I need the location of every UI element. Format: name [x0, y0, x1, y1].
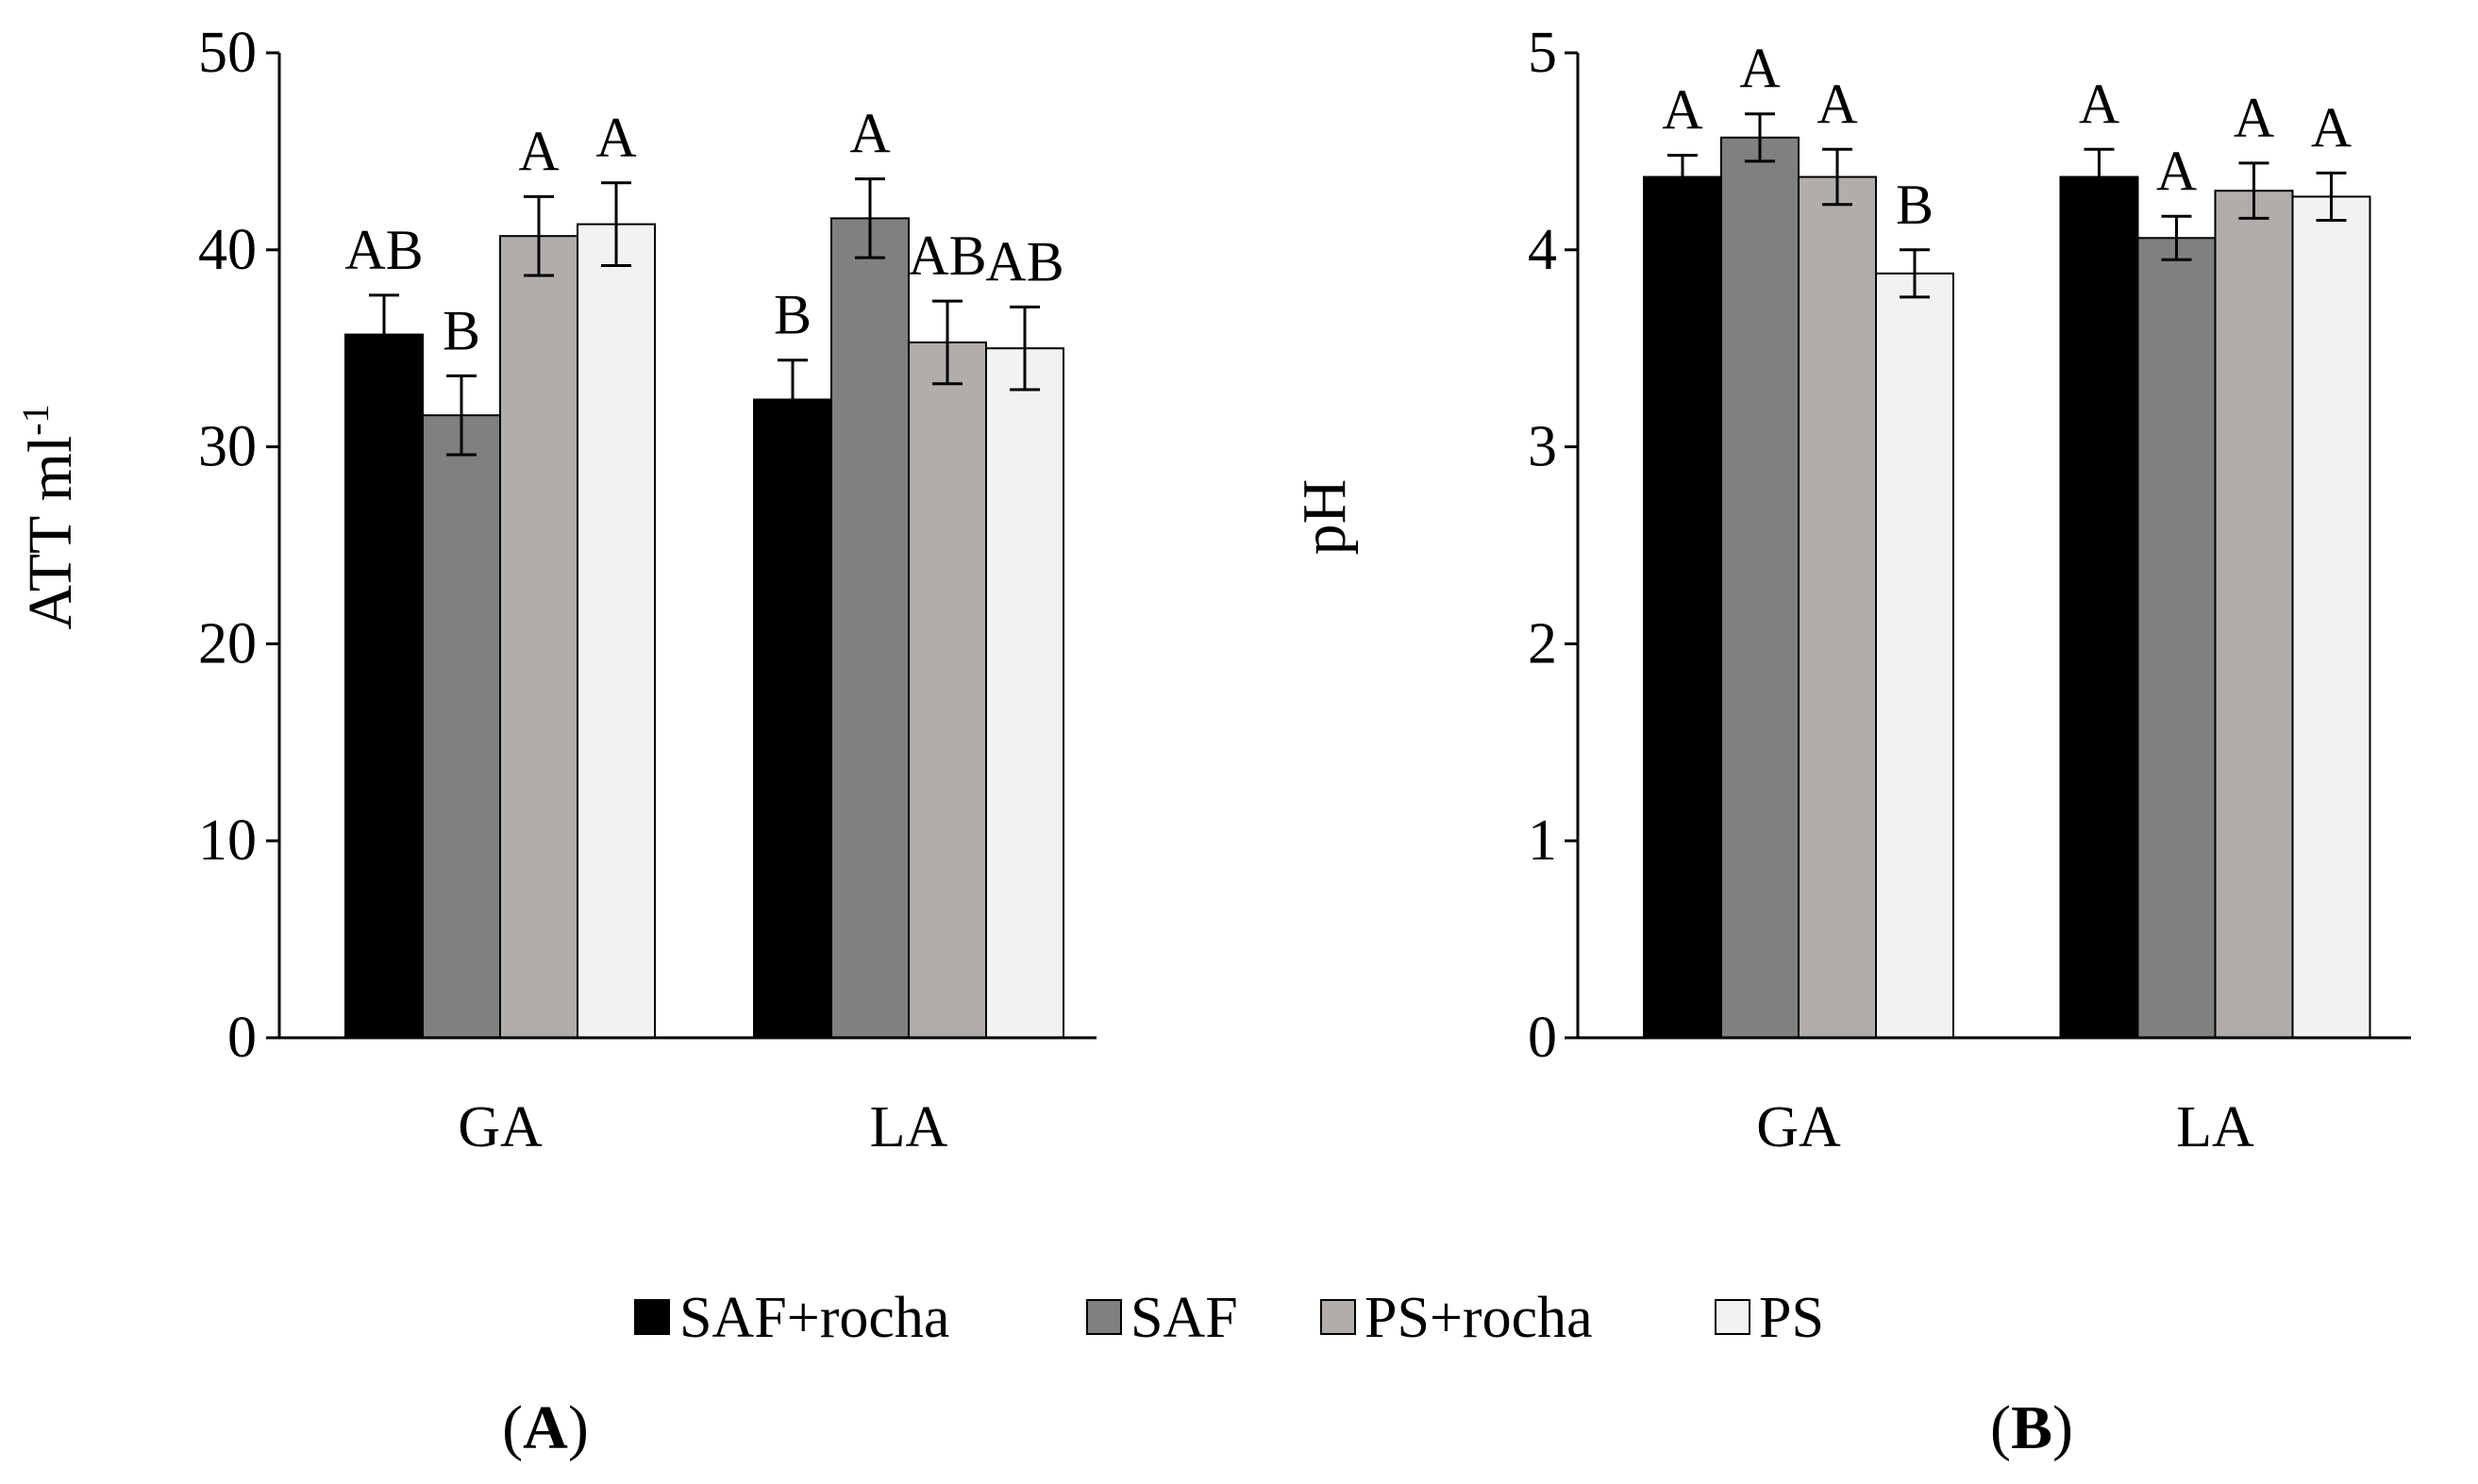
bar-saf-rocha-la [753, 398, 832, 1040]
x-category-label: LA [870, 1095, 948, 1159]
bar-saf-rocha-ga [1643, 175, 1722, 1039]
bar-ps-rocha-la [2214, 190, 2294, 1040]
bar-saf-ga [1720, 136, 1800, 1039]
significance-letter: B [443, 299, 480, 361]
panel-a-label: (A) [502, 1393, 589, 1462]
significance-letter: A [849, 103, 890, 165]
significance-letter: A [2311, 96, 2352, 158]
significance-letter: AB [985, 230, 1063, 292]
y-tick-label: 3 [1528, 415, 1557, 479]
bar-ps-rocha-ga [499, 235, 578, 1039]
x-category-label: LA [2176, 1095, 2254, 1159]
bar-saf-rocha-ga [344, 333, 424, 1040]
bar-saf-ga [422, 414, 501, 1039]
y-axis-title: pH [1290, 479, 1359, 556]
bar-ps-rocha-la [908, 341, 987, 1040]
significance-letter: A [518, 120, 559, 182]
significance-letter: A [1817, 73, 1857, 135]
y-axis-title-superscript: -1 [14, 404, 57, 435]
bar-ps-ga [1875, 272, 1954, 1039]
bar-ps-rocha-ga [1798, 175, 1877, 1039]
bar-ps-la [2291, 195, 2371, 1039]
significance-letter: A [1739, 38, 1780, 100]
panel-b-label: (B) [1990, 1393, 2073, 1462]
y-tick-label: 20 [198, 611, 257, 675]
significance-letter: A [2079, 73, 2119, 135]
legend-label-ps-rocha: PS+rocha [1365, 1286, 1593, 1350]
y-tick-label: 4 [1528, 218, 1557, 282]
bar-saf-rocha-la [2059, 175, 2139, 1039]
significance-letter: AB [908, 225, 986, 287]
significance-letter: A [2234, 87, 2274, 149]
y-tick-label: 30 [198, 415, 257, 479]
significance-letter: A [1662, 79, 1702, 142]
y-tick-label: 5 [1528, 21, 1557, 85]
significance-letter: A [2156, 140, 2197, 202]
legend-label-ps: PS [1759, 1286, 1824, 1350]
y-tick-label: 2 [1528, 611, 1557, 675]
legend-swatch-saf [1086, 1299, 1122, 1335]
y-tick-label: 0 [1528, 1006, 1557, 1070]
legend-swatch-ps [1715, 1299, 1750, 1335]
y-tick-label: 1 [1528, 809, 1557, 873]
y-tick-label: 0 [227, 1006, 257, 1070]
bar-ps-la [985, 347, 1064, 1039]
legend: SAF+rocha SAF PS+rocha PS [634, 1286, 1824, 1350]
x-category-label: GA [458, 1095, 543, 1159]
significance-letter: B [774, 284, 812, 346]
legend-swatch-saf-rocha [634, 1299, 670, 1335]
y-tick-label: 10 [198, 809, 257, 873]
x-category-label: GA [1756, 1095, 1841, 1159]
significance-letter: A [595, 107, 636, 169]
bar-saf-la [830, 217, 910, 1039]
y-tick-label: 40 [198, 218, 257, 282]
bar-saf-la [2136, 237, 2217, 1040]
significance-letter: AB [344, 219, 423, 281]
legend-label-saf: SAF [1130, 1286, 1238, 1350]
legend-label-saf-rocha: SAF+rocha [679, 1286, 949, 1350]
y-axis-title: ATT ml-1 [14, 404, 85, 629]
significance-letter: B [1896, 174, 1934, 236]
legend-swatch-ps-rocha [1320, 1299, 1356, 1335]
bar-ps-ga [577, 223, 656, 1039]
y-tick-label: 50 [198, 21, 257, 85]
